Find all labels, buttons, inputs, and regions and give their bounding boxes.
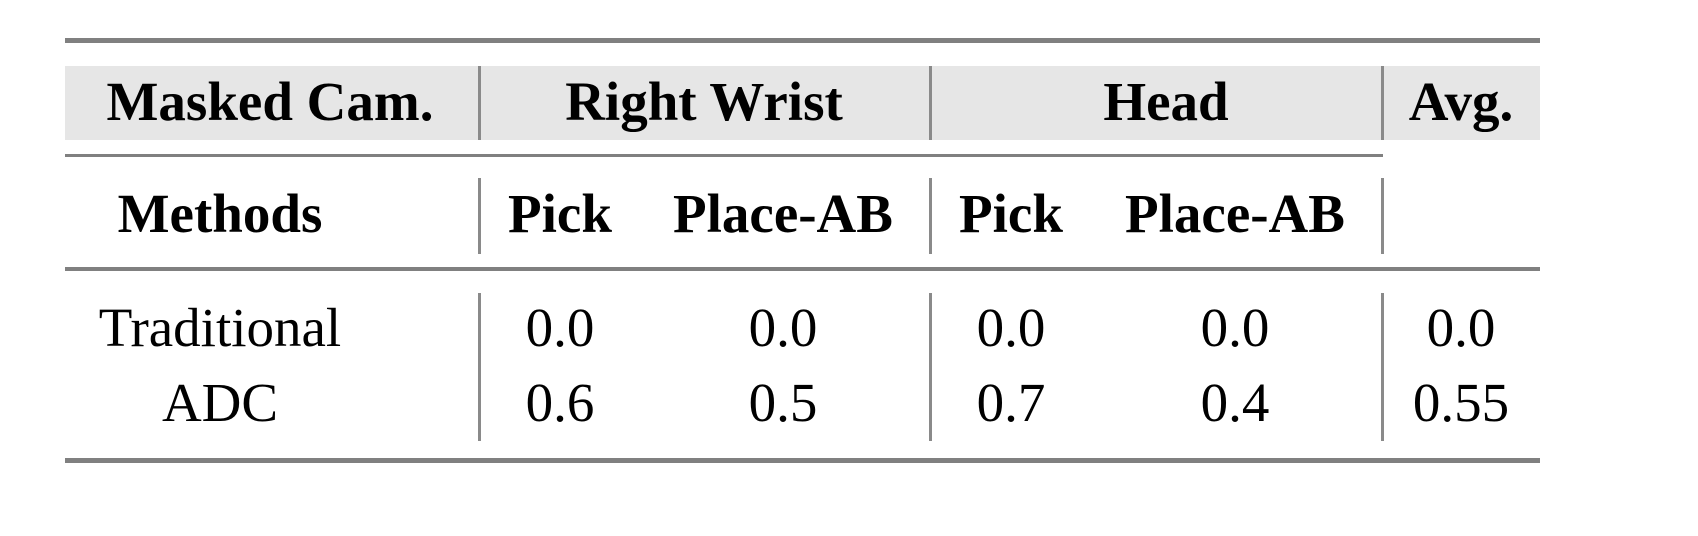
value-cell: 0.6 [525, 372, 595, 433]
avg-cell: 0.0 [1426, 297, 1496, 358]
method-name: Traditional [98, 297, 342, 358]
value-cell: 0.7 [976, 372, 1046, 433]
col-divider [929, 178, 932, 254]
header-mid-rule [65, 154, 1383, 157]
col-divider [1381, 293, 1384, 441]
value-cell: 0.0 [1200, 297, 1270, 358]
header-right-wrist: Right Wrist [565, 71, 843, 132]
header-masked-cam: Masked Cam. [106, 71, 434, 132]
header-avg: Avg. [1408, 71, 1514, 132]
value-cell: 0.4 [1200, 372, 1270, 433]
header-bottom-rule [65, 267, 1540, 271]
avg-cell: 0.55 [1412, 372, 1510, 433]
header-background [65, 66, 1540, 140]
col-divider [478, 66, 481, 140]
bottom-rule [65, 458, 1540, 463]
header-pick: Pick [508, 183, 612, 244]
top-rule [65, 38, 1540, 43]
col-divider [478, 178, 481, 254]
header-pick: Pick [959, 183, 1063, 244]
header-place-ab: Place-AB [1125, 183, 1345, 244]
header-methods: Methods [117, 183, 323, 244]
value-cell: 0.0 [748, 297, 818, 358]
header-place-ab: Place-AB [673, 183, 893, 244]
col-divider [478, 293, 481, 441]
value-cell: 0.0 [525, 297, 595, 358]
col-divider [929, 66, 932, 140]
col-divider [1381, 66, 1384, 140]
value-cell: 0.5 [748, 372, 818, 433]
value-cell: 0.0 [976, 297, 1046, 358]
method-name: ADC [161, 372, 279, 433]
col-divider [929, 293, 932, 441]
header-head: Head [1103, 71, 1229, 132]
col-divider [1381, 178, 1384, 254]
